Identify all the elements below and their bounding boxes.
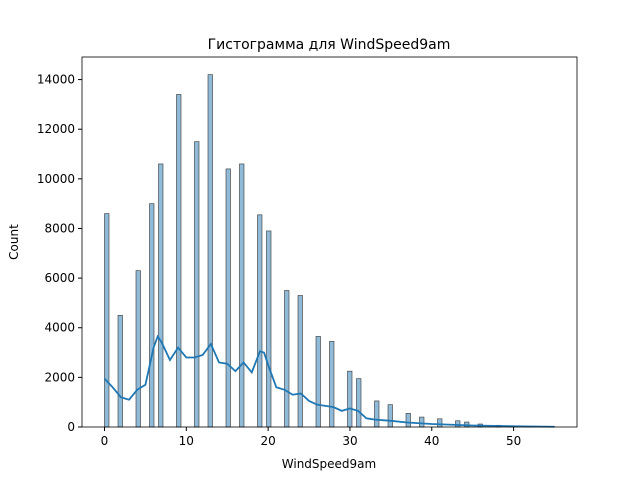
- y-tick-label: 2000: [44, 370, 75, 384]
- bar: [267, 231, 272, 427]
- bar: [240, 164, 245, 427]
- bar: [177, 94, 182, 427]
- bar: [118, 315, 123, 427]
- bar: [150, 204, 155, 427]
- bar: [298, 295, 303, 427]
- bar: [388, 405, 393, 427]
- bar: [316, 336, 321, 427]
- x-tick-label: 30: [342, 434, 357, 448]
- bar: [208, 75, 213, 427]
- bar: [159, 164, 164, 427]
- bar: [330, 341, 335, 427]
- bar: [375, 401, 380, 427]
- y-tick-label: 4000: [44, 321, 75, 335]
- bar: [258, 215, 263, 427]
- x-tick-label: 50: [506, 434, 521, 448]
- y-axis-label: Count: [7, 224, 21, 260]
- bar: [136, 271, 141, 427]
- y-tick-label: 8000: [44, 221, 75, 235]
- bar: [285, 291, 290, 427]
- y-tick-label: 6000: [44, 271, 75, 285]
- bar: [195, 142, 200, 427]
- bar: [438, 419, 443, 427]
- x-tick-label: 10: [179, 434, 194, 448]
- y-tick-label: 12000: [37, 122, 75, 136]
- y-tick-label: 0: [67, 420, 75, 434]
- y-tick-label: 10000: [37, 172, 75, 186]
- bar: [105, 214, 110, 427]
- bar: [456, 421, 461, 427]
- bar: [420, 417, 425, 427]
- x-tick-label: 0: [101, 434, 109, 448]
- bar: [357, 379, 362, 427]
- x-tick-label: 20: [260, 434, 275, 448]
- bar: [348, 371, 353, 427]
- bar: [406, 413, 411, 427]
- x-tick-label: 40: [424, 434, 439, 448]
- y-tick-label: 14000: [37, 73, 75, 87]
- chart-title: Гистограмма для WindSpeed9am: [208, 37, 451, 53]
- x-axis-label: WindSpeed9am: [282, 457, 376, 471]
- bar: [226, 169, 231, 427]
